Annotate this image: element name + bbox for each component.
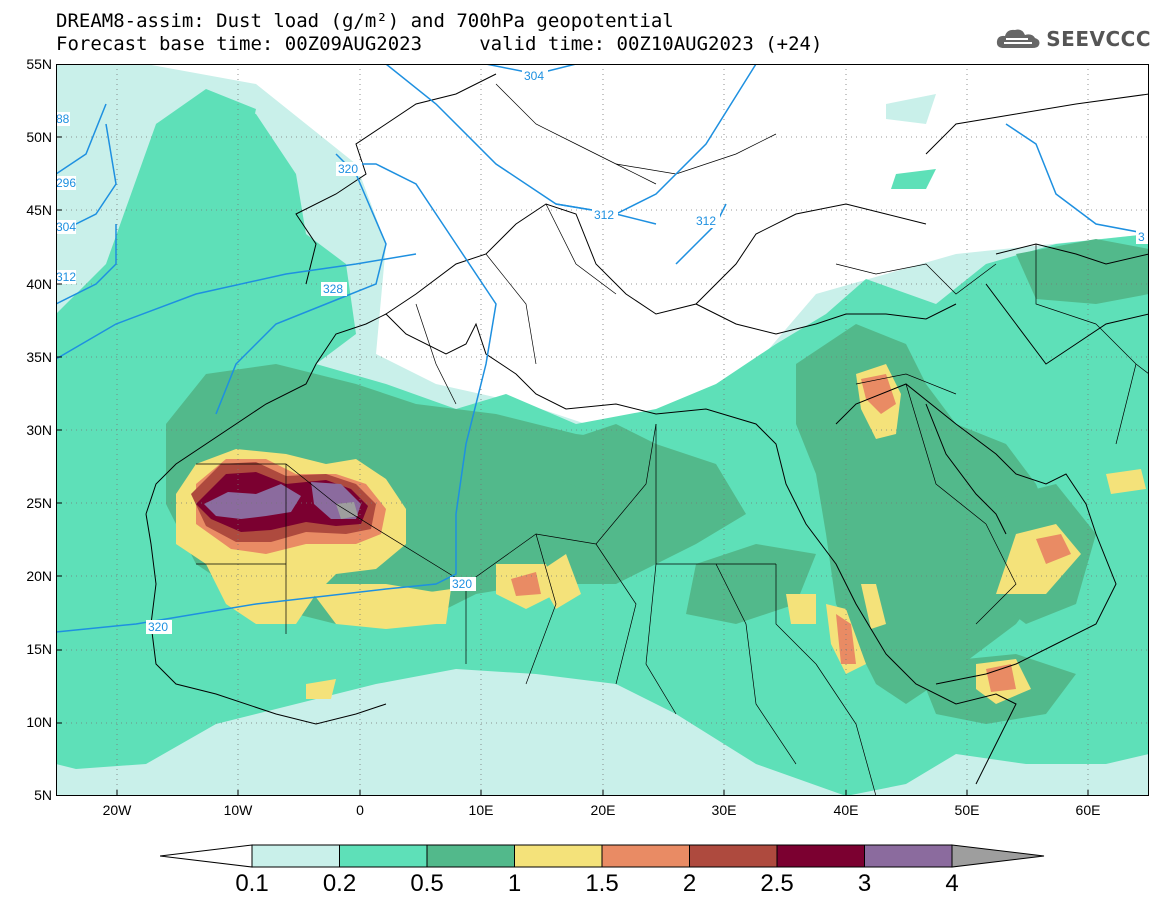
colorbar-box [426, 844, 515, 868]
colorbar-box [251, 844, 340, 868]
lon-label: 40E [833, 802, 859, 818]
country-borders [196, 83, 1149, 796]
colorbar-label: 1.5 [585, 870, 619, 897]
contour-label: 320 [452, 577, 472, 591]
colorbar-label: 0.2 [322, 870, 357, 897]
seevccc-logo: SEEVCCC [994, 26, 1151, 52]
contour-label: 3 [1138, 230, 1145, 244]
colorbar-box [776, 844, 865, 868]
colorbar-max-arrow [951, 844, 1045, 868]
geopotential-contours [56, 64, 1149, 633]
lon-label: 10W [223, 802, 253, 818]
lat-label: 5N [34, 787, 52, 803]
contour-label: 304 [56, 220, 76, 234]
colorbar-label: 4 [945, 870, 959, 897]
contour-label: 88 [56, 112, 70, 126]
lon-label: 10E [468, 802, 494, 818]
lat-label: 45N [26, 202, 52, 218]
map-title: DREAM8-assim: Dust load (g/m²) and 700hP… [56, 10, 674, 32]
logo-text: SEEVCCC [1046, 27, 1151, 51]
contour-label: 312 [594, 208, 614, 222]
lon-label: 20E [590, 802, 616, 818]
contour-labels: 320 328 320 320 312 312 304 296 304 312 … [56, 69, 1149, 634]
lon-label: 50E [954, 802, 980, 818]
colorbar-box [601, 844, 690, 868]
colorbar-label: 2 [682, 870, 697, 897]
colorbar-box [514, 844, 603, 868]
colorbar-label: 3 [857, 870, 872, 897]
lat-label: 55N [26, 56, 52, 72]
colorbar-min-arrow [160, 844, 253, 868]
contour-label: 296 [56, 176, 76, 190]
lat-label: 35N [26, 349, 52, 365]
lon-label: 0 [356, 802, 364, 818]
lat-label: 30N [26, 422, 52, 438]
forecast-time-line: Forecast base time: 00Z09AUG2023 valid t… [56, 33, 823, 55]
colorbar-box [689, 844, 778, 868]
lat-label: 25N [26, 495, 52, 511]
colorbar-box [339, 844, 428, 868]
coastlines [145, 73, 1149, 785]
colorbar-label: 2.5 [760, 870, 794, 897]
colorbar-label: 0.1 [235, 870, 269, 897]
graticule [56, 64, 1149, 796]
colorbar-label: 1 [507, 870, 522, 897]
contour-label: 320 [148, 620, 168, 634]
lon-label: 20W [102, 802, 132, 818]
lon-label: 60E [1075, 802, 1101, 818]
cloud-icon [997, 29, 1040, 48]
dust-map: 320 328 320 320 312 312 304 296 304 312 … [56, 64, 1149, 796]
colorbar-label: 0.5 [410, 870, 444, 897]
lat-label: 10N [26, 714, 52, 730]
colorbar [160, 844, 1045, 868]
lat-label: 50N [26, 129, 52, 145]
lon-label: 30E [711, 802, 737, 818]
lat-label: 40N [26, 276, 52, 292]
contour-label: 312 [696, 214, 716, 228]
contour-label: 328 [323, 282, 343, 296]
contour-label: 304 [524, 69, 544, 83]
colorbar-box [864, 844, 953, 868]
contour-label: 320 [338, 162, 358, 176]
contour-label: 312 [56, 270, 76, 284]
lat-label: 20N [26, 568, 52, 584]
lat-label: 15N [26, 641, 52, 657]
